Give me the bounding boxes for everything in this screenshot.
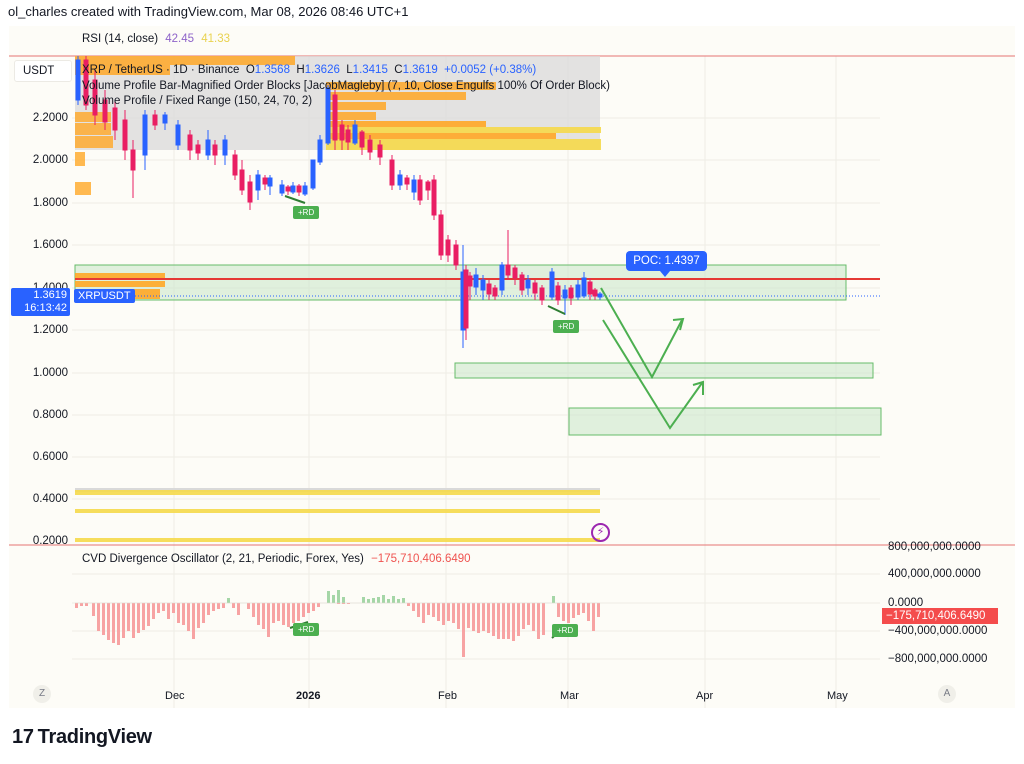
rsi-value: 42.45 [165,33,195,45]
time-axis-label: Mar [560,690,579,702]
open-value: 1.3568 [254,64,290,76]
cvd-legend[interactable]: CVD Divergence Oscillator (2, 21, Period… [82,553,471,565]
close-value: 1.3619 [402,64,438,76]
rd-label: +RD [293,206,320,219]
order-block [75,273,165,280]
price-axis-label: 0.6000 [32,451,68,463]
cvd-axis-label: 800,000,000.0000 [888,541,981,553]
rsi-title: RSI (14, close) [82,33,159,45]
price-axis-label: 0.2000 [32,535,68,547]
last-price-tag: 1.3619 16:13:42 [11,288,70,316]
cvd-axis-label: −800,000,000.0000 [888,653,988,665]
cvd-title: CVD Divergence Oscillator (2, 21, Period… [82,553,364,565]
projection-arrows [600,287,704,430]
currency-button[interactable]: USDT [14,60,72,82]
cvd-axis-label: −400,000,000.0000 [888,625,988,637]
divergence-lines [284,195,566,639]
low-value: 1.3415 [352,64,388,76]
time-axis-label: Feb [438,690,457,702]
indicator-legend-volume-profile[interactable]: Volume Profile / Fixed Range (150, 24, 7… [82,95,313,107]
cvd-histogram [75,590,600,657]
tradingview-logo-text: TradingView [37,726,152,748]
rd-label: +RD [293,623,320,636]
price-axis-label: 1.8000 [32,197,68,209]
high-label: H [296,64,305,76]
price-axis-label: 1.2000 [32,324,68,336]
rd-label: +RD [553,320,580,333]
auto-scale-button[interactable]: A [938,685,956,703]
close-label: C [394,64,403,76]
cvd-value-tag: −175,710,406.6490 [882,608,998,624]
rsi-legend[interactable]: RSI (14, close) 42.45 41.33 [82,33,230,45]
high-value: 1.3626 [304,64,340,76]
bar-countdown: 16:13:42 [24,302,67,314]
time-axis-label: May [827,690,848,702]
attribution-header: ol_charles created with TradingView.com,… [8,4,409,19]
cvd-axis-label: 400,000,000.0000 [888,568,981,580]
rsi-ma-value: 41.33 [201,33,231,45]
poc-pointer [660,271,670,277]
price-axis-label: 1.0000 [32,367,68,379]
price-axis-label: 2.2000 [32,112,68,124]
price-axis-label: 0.4000 [32,493,68,505]
lightning-icon[interactable]: ⚡ [591,523,610,542]
rd-label: +RD [552,624,579,637]
open-label: O [245,64,255,76]
symbol-name: XRP / TetherUS · 1D · Binance [82,64,240,76]
symbol-tag: XRPUSDT [74,289,135,303]
change-value: +0.0052 (+0.38%) [444,64,537,76]
time-axis-label: Apr [696,690,714,702]
candlesticks [75,56,603,348]
volume-profile-lower [75,488,600,542]
price-axis-label: 0.8000 [32,409,68,421]
target-zone-1 [454,362,874,379]
indicator-legend-order-blocks[interactable]: Volume Profile Bar-Magnified Order Block… [82,80,610,92]
time-axis-label: Dec [165,690,185,702]
poc-label: POC: 1.4397 [626,251,707,271]
cvd-axis-label: 0.0000 [888,597,924,609]
symbol-legend[interactable]: XRP / TetherUS · 1D · Binance O1.3568 H1… [82,64,536,76]
tradingview-logo-icon: 17 [12,726,34,748]
price-axis-label: 2.0000 [32,154,68,166]
target-zone-2 [568,407,882,436]
tradingview-logo[interactable]: 17 TradingView [12,726,152,749]
zoom-left-button[interactable]: Z [33,685,51,703]
price-axis-label: 1.6000 [32,239,68,251]
low-label: L [346,64,353,76]
last-price-value: 1.3619 [33,289,67,301]
cvd-value: −175,710,406.6490 [371,553,471,565]
time-axis-label: 2026 [296,690,321,702]
